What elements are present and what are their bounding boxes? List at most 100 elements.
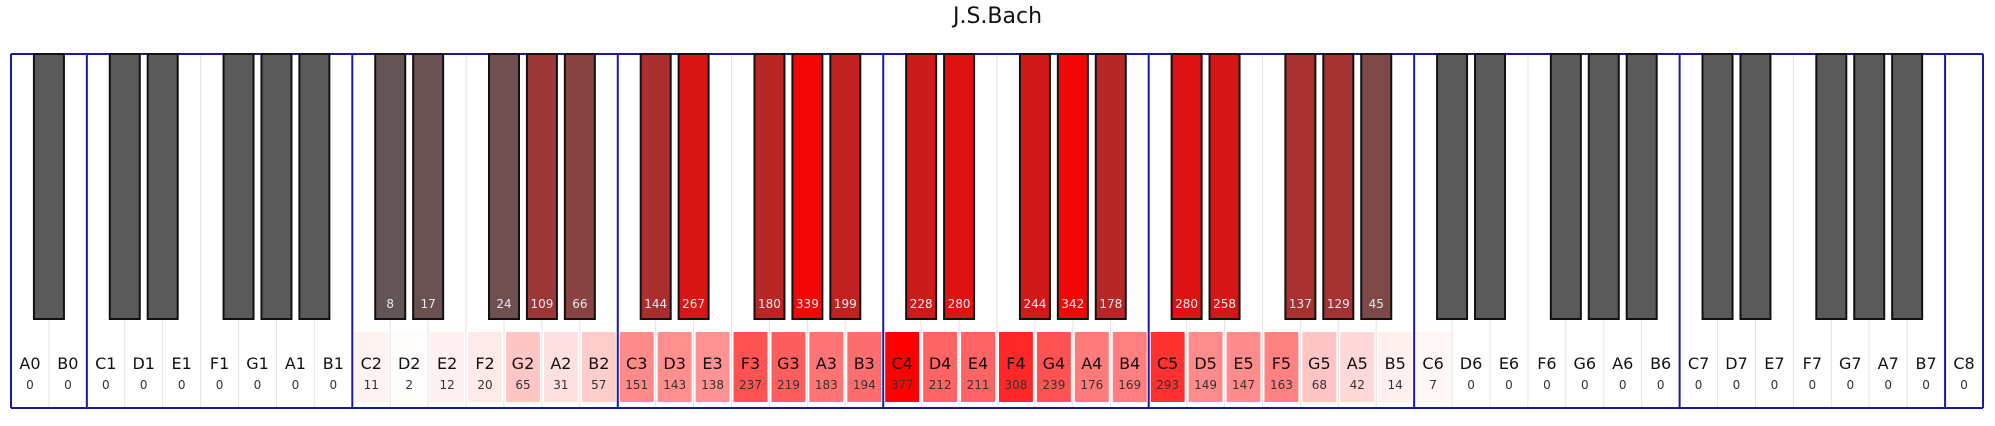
white-key-label-D2: D2 [398, 354, 421, 373]
white-key-count-B0: 0 [64, 378, 72, 392]
white-key-count-G2: 65 [515, 378, 530, 392]
black-key-D4-sharp [943, 53, 976, 320]
black-key-count-G4-sharp: 342 [1061, 297, 1084, 311]
white-key-heat-D5 [1188, 332, 1223, 402]
white-key-label-A7: A7 [1878, 354, 1899, 373]
white-key-heat-F5 [1264, 332, 1299, 402]
white-key-heat-G5 [1302, 332, 1337, 402]
black-key-count-G2-sharp: 109 [530, 297, 553, 311]
white-key-label-C2: C2 [361, 354, 382, 373]
white-key-count-D5: 149 [1194, 378, 1217, 392]
white-key-heat-G4 [1036, 332, 1071, 402]
white-key-count-D3: 143 [663, 378, 686, 392]
white-key-label-D5: D5 [1194, 354, 1217, 373]
white-key-count-D4: 212 [929, 378, 952, 392]
white-key-heat-C6 [1416, 332, 1451, 402]
black-key-F4-sharp [1018, 53, 1051, 320]
white-key-count-C1: 0 [102, 378, 110, 392]
white-key-label-G7: G7 [1839, 354, 1862, 373]
white-key-count-F1: 0 [216, 378, 224, 392]
black-key-G1-sharp [260, 53, 293, 320]
black-key-D3-sharp [677, 53, 710, 320]
white-key-heat-A4 [1074, 332, 1109, 402]
white-key-count-B4: 169 [1118, 378, 1141, 392]
white-key-heat-C3 [619, 332, 654, 402]
black-key-D6-sharp [1474, 53, 1506, 320]
black-key-G3-sharp [791, 53, 824, 320]
white-key-count-E3: 138 [701, 378, 724, 392]
black-key-count-F3-sharp: 180 [758, 297, 781, 311]
white-key-label-E3: E3 [702, 354, 722, 373]
black-key-count-C5-sharp: 280 [1175, 297, 1198, 311]
white-key-label-D1: D1 [132, 354, 155, 373]
black-key-count-A3-sharp: 199 [834, 297, 857, 311]
white-key-count-B2: 57 [591, 378, 606, 392]
white-key-heat-F4 [999, 332, 1033, 402]
white-key-label-C4: C4 [892, 354, 913, 373]
black-key-count-C4-sharp: 228 [910, 297, 933, 311]
black-key-C2-sharp [374, 53, 407, 320]
black-key-A5-sharp [1360, 53, 1393, 320]
black-key-count-D4-sharp: 280 [948, 297, 971, 311]
white-key-label-E5: E5 [1233, 354, 1253, 373]
white-key-heat-B4 [1112, 332, 1147, 402]
chart-title: J.S.Bach [952, 4, 1043, 29]
black-key-D5-sharp [1208, 53, 1241, 320]
black-key-C6-sharp [1436, 53, 1469, 320]
white-key-count-C5: 293 [1156, 378, 1179, 392]
black-key-count-D3-sharp: 267 [682, 297, 705, 311]
white-key-count-A0: 0 [26, 378, 34, 392]
white-key-heat-F3 [733, 332, 768, 402]
white-key-label-C1: C1 [95, 354, 116, 373]
white-key-count-G6: 0 [1581, 378, 1589, 392]
white-key-count-B7: 0 [1922, 378, 1930, 392]
white-key-count-B5: 14 [1388, 378, 1403, 392]
white-key-count-E5: 147 [1232, 378, 1255, 392]
white-key-label-E7: E7 [1764, 354, 1784, 373]
black-key-G6-sharp [1587, 53, 1620, 320]
black-key-F5-sharp [1284, 53, 1317, 320]
black-key-C4-sharp [905, 53, 938, 320]
black-key-A0-sharp [32, 53, 65, 320]
white-key-count-E2: 12 [439, 378, 454, 392]
black-key-count-D5-sharp: 258 [1213, 297, 1236, 311]
white-key-label-E6: E6 [1499, 354, 1519, 373]
white-key-label-A4: A4 [1081, 354, 1102, 373]
white-key-count-A1: 0 [292, 378, 300, 392]
black-key-F3-sharp [753, 53, 786, 320]
black-key-A3-sharp [829, 53, 862, 320]
white-key-count-A3: 183 [815, 378, 838, 392]
white-key-label-F7: F7 [1803, 354, 1822, 373]
black-key-count-G5-sharp: 129 [1327, 297, 1350, 311]
white-key-label-A0: A0 [19, 354, 40, 373]
white-key-count-G4: 239 [1042, 378, 1065, 392]
black-key-count-G3-sharp: 339 [796, 297, 819, 311]
black-key-count-F4-sharp: 244 [1023, 297, 1046, 311]
black-key-C3-sharp [639, 53, 672, 320]
white-key-count-D2: 2 [405, 378, 413, 392]
black-key-A2-sharp [563, 53, 596, 320]
white-key-label-A2: A2 [550, 354, 571, 373]
white-key-label-C5: C5 [1157, 354, 1178, 373]
white-key-label-A6: A6 [1612, 354, 1633, 373]
white-key-heat-A5 [1340, 332, 1375, 402]
white-key-count-G7: 0 [1846, 378, 1854, 392]
black-key-A7-sharp [1891, 53, 1924, 320]
white-key-label-F4: F4 [1006, 354, 1025, 373]
black-key-count-D2-sharp: 17 [421, 297, 436, 311]
white-key-label-F2: F2 [475, 354, 494, 373]
white-key-C8 [1944, 53, 1984, 409]
white-key-count-C7: 0 [1695, 378, 1703, 392]
white-key-label-C3: C3 [626, 354, 647, 373]
black-key-A6-sharp [1625, 53, 1658, 320]
black-key-C5-sharp [1170, 53, 1203, 320]
white-key-count-D6: 0 [1467, 378, 1475, 392]
white-key-heat-D4 [923, 332, 958, 402]
white-key-label-B1: B1 [323, 354, 344, 373]
black-key-F1-sharp [222, 53, 255, 320]
black-key-G4-sharp [1056, 53, 1089, 320]
black-key-count-F2-sharp: 24 [496, 297, 511, 311]
white-key-count-C8: 0 [1960, 378, 1968, 392]
white-key-count-C2: 11 [364, 378, 379, 392]
white-key-heat-E3 [695, 332, 730, 402]
